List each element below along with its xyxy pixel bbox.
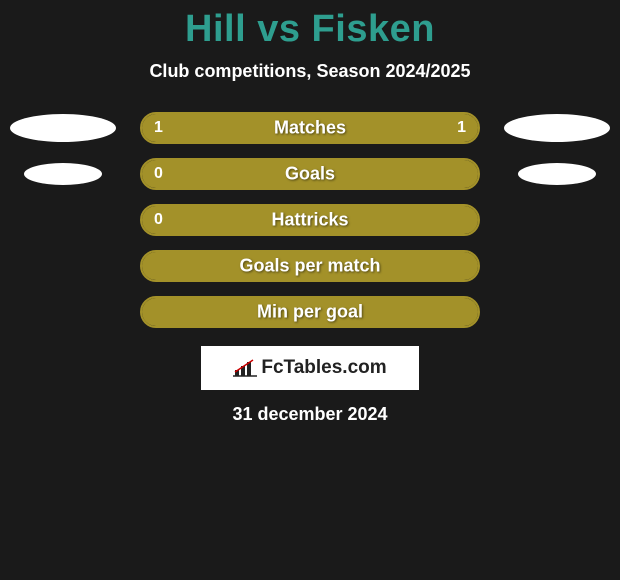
stat-bar: 0 Hattricks xyxy=(140,204,480,236)
left-ellipse xyxy=(24,163,102,185)
stat-label: Goals xyxy=(285,164,335,185)
stat-left-value: 0 xyxy=(154,165,163,183)
stat-row: 0 Goals xyxy=(0,158,620,190)
stat-row: Min per goal xyxy=(0,296,620,328)
stat-left-value: 1 xyxy=(154,119,163,137)
right-ellipse xyxy=(518,163,596,185)
stat-rows: 1 1 Matches 0 Goals 0 Hattricks Goals per match… xyxy=(0,112,620,328)
stat-bar: Goals per match xyxy=(140,250,480,282)
stat-left-value: 0 xyxy=(154,211,163,229)
stat-row: Goals per match xyxy=(0,250,620,282)
left-ellipse xyxy=(10,114,116,142)
page-title: Hill vs Fisken xyxy=(0,8,620,51)
right-spacer xyxy=(480,163,610,185)
left-spacer xyxy=(10,163,140,185)
left-spacer xyxy=(10,255,140,277)
stat-bar: 0 Goals xyxy=(140,158,480,190)
stat-bar: Min per goal xyxy=(140,296,480,328)
bar-chart-icon xyxy=(233,358,257,378)
left-spacer xyxy=(10,209,140,231)
subtitle: Club competitions, Season 2024/2025 xyxy=(0,61,620,82)
stat-label: Goals per match xyxy=(239,256,380,277)
stat-row: 1 1 Matches xyxy=(0,112,620,144)
right-spacer xyxy=(480,301,610,323)
stat-label: Matches xyxy=(274,118,346,139)
right-ellipse xyxy=(504,114,610,142)
logo-box: FcTables.com xyxy=(201,346,419,390)
stat-row: 0 Hattricks xyxy=(0,204,620,236)
date-line: 31 december 2024 xyxy=(0,404,620,425)
logo: FcTables.com xyxy=(233,357,386,379)
stat-label: Min per goal xyxy=(257,302,363,323)
left-spacer xyxy=(10,301,140,323)
stat-label: Hattricks xyxy=(271,210,348,231)
right-spacer xyxy=(480,209,610,231)
logo-text: FcTables.com xyxy=(261,357,386,379)
stat-right-value: 1 xyxy=(457,119,466,137)
right-spacer xyxy=(480,255,610,277)
comparison-infographic: Hill vs Fisken Club competitions, Season… xyxy=(0,0,620,425)
stat-bar: 1 1 Matches xyxy=(140,112,480,144)
left-spacer xyxy=(10,114,140,142)
right-spacer xyxy=(480,114,610,142)
